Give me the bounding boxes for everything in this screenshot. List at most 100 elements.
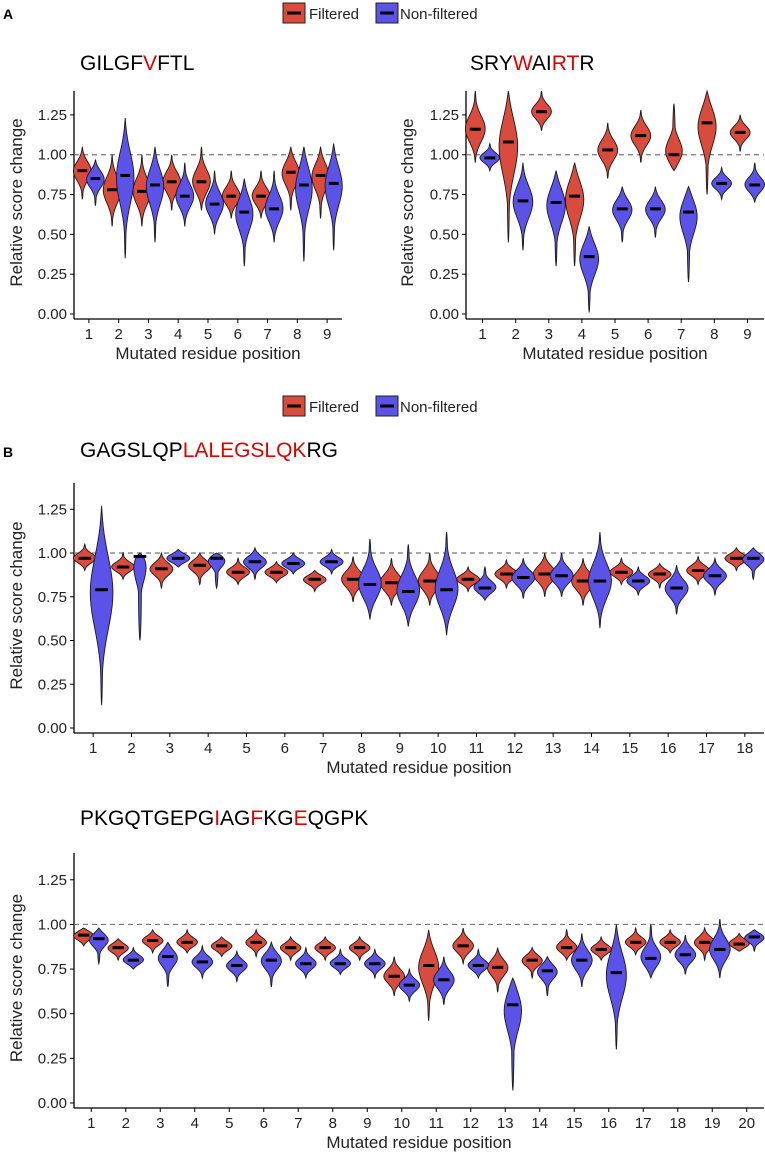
- chart-3: GAGSLQPLALEGSLQKRG 0.00 0.25 0.50 0.75 1.00 1.…: [7, 439, 765, 777]
- violin-non-filtered: [605, 924, 627, 1050]
- x-tick-label: 18: [669, 1115, 686, 1132]
- violin-filtered: [556, 928, 578, 962]
- x-tick-label: 16: [600, 1115, 617, 1132]
- x-tick-label: 3: [545, 326, 553, 343]
- x-tick-label: 9: [396, 740, 404, 757]
- violin-non-filtered: [396, 544, 421, 627]
- violin-non-filtered: [434, 531, 459, 636]
- title-segment: E: [294, 807, 308, 830]
- x-tick-label: 4: [578, 326, 586, 343]
- violin-filtered: [281, 146, 300, 211]
- x-tick-label: 7: [263, 326, 271, 343]
- violin-non-filtered: [664, 565, 689, 615]
- x-tick-label: 3: [156, 1115, 164, 1132]
- y-tick-label: 1.25: [38, 501, 67, 518]
- violin-non-filtered: [612, 186, 633, 243]
- y-tick-label: 0.75: [38, 187, 67, 204]
- violin-filtered: [486, 947, 509, 993]
- violin-non-filtered: [260, 940, 282, 988]
- y-tick-label: 1.00: [38, 147, 67, 164]
- violin-non-filtered: [536, 955, 558, 996]
- y-tick-label: 0.75: [38, 589, 67, 606]
- x-axis-label: Mutated residue position: [115, 344, 300, 363]
- violin-non-filtered: [175, 162, 195, 227]
- x-tick-label: 3: [144, 326, 152, 343]
- x-tick-label: 14: [531, 1115, 548, 1132]
- x-tick-label: 8: [710, 326, 718, 343]
- violin-filtered: [464, 90, 486, 163]
- x-tick-label: 5: [242, 740, 250, 757]
- violin-filtered: [665, 103, 683, 172]
- y-axis-label: Relative score change: [398, 118, 417, 286]
- x-tick-label: 2: [114, 326, 122, 343]
- x-tick-label: 10: [430, 740, 447, 757]
- violin-non-filtered: [207, 552, 226, 590]
- y-axis-label: Relative score change: [7, 894, 26, 1062]
- legend-a: Filtered Non-filtered: [282, 2, 478, 24]
- x-tick-label: 8: [293, 326, 301, 343]
- x-tick-label: 13: [497, 1115, 514, 1132]
- title-residue: W: [513, 52, 533, 75]
- title-residue: I: [96, 52, 102, 75]
- x-tick-label: 10: [393, 1115, 410, 1132]
- violin-non-filtered: [467, 947, 490, 980]
- x-tick-label: 7: [294, 1115, 302, 1132]
- violin-non-filtered: [145, 146, 165, 243]
- violin-filtered: [149, 551, 174, 590]
- title-residue: R: [484, 52, 499, 75]
- violin-non-filtered: [744, 929, 765, 953]
- violin-filtered: [498, 90, 519, 243]
- title-residue: S: [470, 52, 484, 75]
- legend-label-non-filtered: Non-filtered: [400, 6, 478, 23]
- x-tick-label: 7: [677, 326, 685, 343]
- x-tick-label: 4: [174, 326, 182, 343]
- violin-filtered: [697, 89, 717, 195]
- x-tick-label: 14: [583, 740, 600, 757]
- violin-non-filtered: [579, 226, 600, 313]
- title-segment: PKGQTGEPG: [80, 807, 214, 830]
- chart-title: GILGFVFTL: [80, 52, 194, 75]
- title-segment: F: [250, 807, 263, 830]
- violin-non-filtered: [640, 924, 662, 980]
- x-tick-label: 1: [87, 1115, 95, 1132]
- violin-filtered: [521, 946, 543, 980]
- x-tick-label: 1: [85, 326, 93, 343]
- y-tick-label: 0.75: [430, 187, 459, 204]
- legend-label-non-filtered: Non-filtered: [400, 399, 478, 416]
- y-tick-label: 0.00: [38, 306, 67, 323]
- x-tick-label: 5: [204, 326, 212, 343]
- x-axis-label: Mutated residue position: [522, 344, 707, 363]
- y-tick-label: 0.75: [38, 961, 67, 978]
- violin-filtered: [418, 929, 440, 1021]
- x-tick-label: 1: [89, 740, 97, 757]
- violin-non-filtered: [546, 170, 566, 267]
- violin-non-filtered: [503, 976, 522, 1091]
- title-residue: R: [552, 52, 567, 75]
- x-axis-label: Mutated residue position: [326, 758, 511, 777]
- x-tick-label: 8: [357, 740, 365, 757]
- x-tick-label: 9: [743, 326, 751, 343]
- violin-non-filtered: [512, 162, 534, 251]
- x-tick-label: 20: [738, 1115, 755, 1132]
- y-tick-label: 1.00: [38, 545, 67, 562]
- violin-non-filtered: [329, 948, 351, 976]
- violin-non-filtered: [116, 118, 135, 259]
- x-tick-label: 6: [234, 326, 242, 343]
- violin-non-filtered: [679, 185, 698, 283]
- x-tick-label: 6: [260, 1115, 268, 1132]
- title-residue: L: [183, 52, 195, 75]
- panel-label-b: B: [3, 444, 13, 460]
- x-tick-label: 3: [166, 740, 174, 757]
- title-residue: F: [157, 52, 170, 75]
- x-tick-label: 18: [736, 740, 753, 757]
- title-segment: I: [214, 807, 220, 830]
- x-tick-label: 15: [566, 1115, 583, 1132]
- title-residue: T: [170, 52, 183, 75]
- x-tick-label: 11: [428, 1115, 444, 1132]
- title-segment: AG: [220, 807, 250, 830]
- title-residue: I: [546, 52, 552, 75]
- violin-non-filtered: [86, 159, 105, 206]
